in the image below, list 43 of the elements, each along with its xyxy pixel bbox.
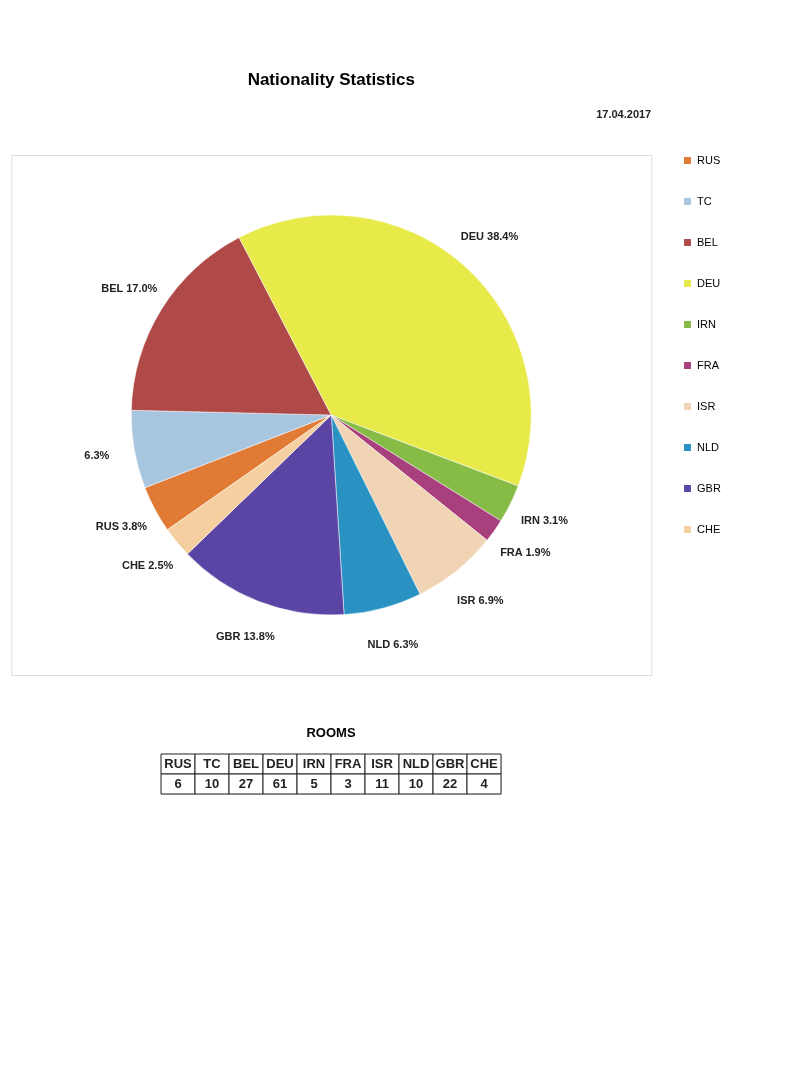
data-label: NLD 6.3%: [367, 637, 419, 650]
legend-label: GBR: [697, 481, 721, 494]
legend-label: DEU: [697, 276, 721, 289]
category-label: ISR: [371, 756, 394, 771]
category-label: IRN: [302, 756, 326, 771]
chart-title: Nationality Statistics: [247, 70, 415, 89]
category-label: DEU: [266, 756, 294, 771]
data-label: 3: [344, 776, 352, 791]
data-label: 4: [480, 776, 489, 791]
data-label: 22: [442, 776, 458, 791]
legend-label: CHE: [697, 522, 721, 535]
data-label: BEL 17.0%: [101, 282, 158, 295]
category-label: RUS: [164, 756, 193, 771]
legend-label: RUS: [697, 153, 721, 166]
data-label: IRN 3.1%: [520, 513, 569, 526]
legend-label: TC: [697, 194, 712, 207]
data-label: 6.3%: [84, 449, 110, 462]
text: ROOMS: [306, 724, 356, 740]
data-label: 61: [272, 776, 288, 791]
data-label: DEU 38.4%: [460, 230, 519, 243]
category-label: NLD: [402, 756, 430, 771]
category-label: FRA: [334, 756, 362, 771]
data-label: CHE 2.5%: [121, 559, 174, 572]
category-label: CHE: [470, 756, 499, 771]
legend-label: BEL: [697, 235, 718, 248]
data-label: 6: [174, 776, 182, 791]
data-label: FRA 1.9%: [500, 545, 551, 558]
data-label: 5: [310, 776, 318, 791]
category-label: GBR: [435, 756, 466, 771]
text: 17.04.2017: [596, 108, 652, 120]
data-label: 11: [375, 776, 389, 791]
legend-label: FRA: [697, 358, 720, 371]
data-label: ISR 6.9%: [457, 593, 504, 606]
legend-label: ISR: [697, 399, 716, 412]
data-label: RUS 3.8%: [95, 520, 148, 533]
data-label: 27: [238, 776, 254, 791]
data-label: 10: [408, 776, 424, 791]
data-label: 10: [204, 776, 220, 791]
data-label: GBR 13.8%: [215, 629, 275, 642]
legend-label: IRN: [697, 317, 716, 330]
category-label: BEL: [233, 756, 260, 771]
legend-label: NLD: [697, 440, 720, 453]
category-label: TC: [203, 756, 222, 771]
